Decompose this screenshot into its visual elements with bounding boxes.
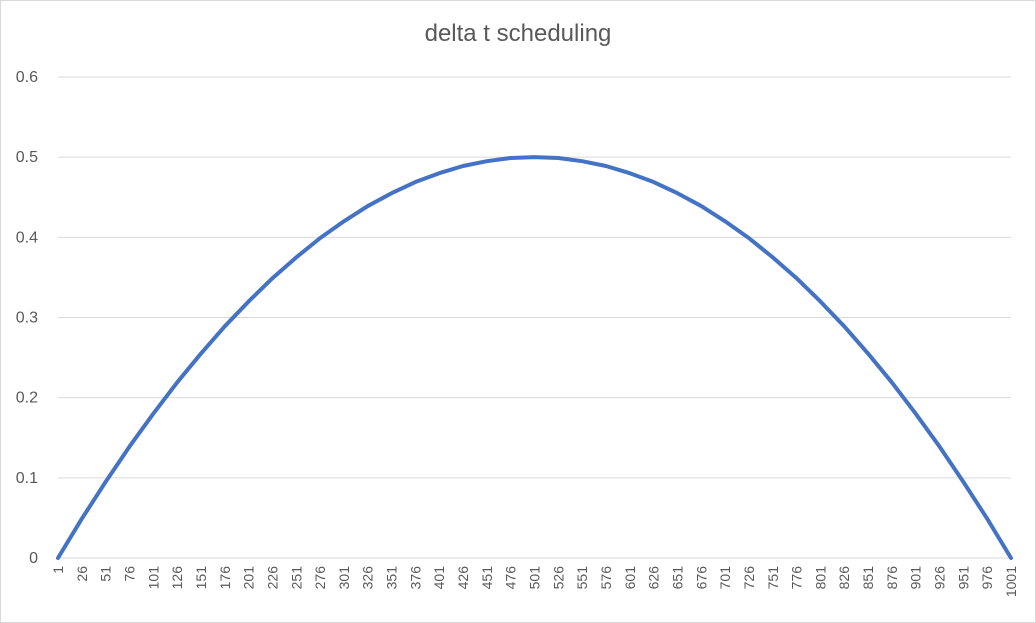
y-axis-ticks: 0 0.1 0.2 0.3 0.4 0.5 0.6 — [16, 69, 38, 567]
x-tick-label: 326 — [360, 566, 376, 590]
data-point — [56, 556, 60, 560]
x-tick-label: 126 — [169, 566, 185, 590]
x-tick-label: 901 — [908, 566, 924, 590]
x-tick-label: 401 — [431, 566, 447, 590]
y-tick-label: 0.5 — [16, 149, 38, 166]
data-point — [318, 236, 322, 240]
data-point — [413, 180, 417, 184]
data-point — [1009, 556, 1013, 560]
x-tick-label: 676 — [693, 566, 709, 590]
x-tick-label: 601 — [622, 566, 638, 590]
x-tick-label: 626 — [646, 566, 662, 590]
y-tick-label: 0.6 — [16, 69, 38, 86]
data-point — [247, 299, 251, 304]
x-axis-ticks: 1 26 51 76 101 126 151 176 201 226 251 276 301 326 351… — [50, 566, 1019, 597]
data-point — [342, 219, 346, 223]
x-tick-label: 501 — [527, 566, 543, 590]
data-point — [937, 444, 942, 449]
data-point — [842, 324, 846, 328]
x-tick-label: 426 — [455, 566, 471, 590]
x-tick-label: 951 — [955, 566, 971, 590]
data-point — [509, 156, 513, 160]
data-point — [532, 155, 537, 159]
data-point — [556, 156, 560, 160]
x-tick-label: 526 — [550, 566, 566, 590]
y-tick-label: 0.2 — [16, 390, 38, 407]
data-point — [771, 255, 775, 259]
data-point — [366, 204, 370, 208]
data-point — [580, 159, 584, 163]
data-point — [437, 171, 441, 175]
x-tick-label: 76 — [121, 566, 137, 582]
x-tick-label: 726 — [741, 566, 757, 590]
x-tick-label: 176 — [217, 566, 233, 590]
data-point — [151, 412, 155, 416]
series-layer — [56, 155, 1013, 560]
data-point — [747, 236, 751, 240]
data-point — [485, 159, 489, 163]
data-point — [890, 380, 894, 385]
x-tick-label: 476 — [503, 566, 519, 590]
data-point — [127, 444, 132, 449]
data-point — [604, 164, 608, 168]
data-point — [389, 191, 394, 195]
y-tick-label: 0.3 — [16, 310, 38, 327]
x-tick-label: 1001 — [1003, 566, 1019, 597]
x-tick-label: 576 — [598, 566, 614, 590]
data-point — [961, 480, 965, 484]
x-tick-label: 51 — [98, 566, 114, 582]
data-point — [270, 276, 275, 280]
x-tick-label: 351 — [384, 566, 400, 590]
x-tick-label: 801 — [812, 566, 828, 590]
data-point — [223, 324, 227, 328]
data-point — [175, 380, 179, 385]
data-point — [818, 299, 823, 304]
x-tick-label: 276 — [312, 566, 328, 590]
x-tick-label: 301 — [336, 566, 352, 590]
x-tick-label: 1 — [50, 566, 66, 574]
y-tick-label: 0 — [29, 550, 38, 567]
data-point — [199, 351, 203, 356]
data-point — [104, 480, 108, 484]
data-point — [294, 255, 298, 259]
x-tick-label: 701 — [717, 566, 733, 590]
x-tick-label: 451 — [479, 566, 495, 590]
x-tick-label: 151 — [193, 566, 209, 590]
x-tick-label: 926 — [932, 566, 948, 590]
data-point — [652, 180, 656, 184]
x-tick-label: 876 — [884, 566, 900, 590]
x-tick-label: 826 — [836, 566, 852, 590]
gridlines — [58, 76, 1011, 559]
data-point — [675, 191, 680, 195]
data-point — [723, 219, 727, 223]
chart-title: delta t scheduling — [424, 20, 612, 47]
data-point — [914, 412, 918, 416]
x-tick-label: 101 — [145, 566, 161, 590]
x-tick-label: 776 — [789, 566, 805, 590]
data-point — [461, 164, 465, 168]
x-tick-label: 26 — [74, 566, 90, 582]
x-tick-label: 226 — [264, 566, 280, 590]
x-tick-label: 251 — [288, 566, 304, 590]
y-tick-label: 0.4 — [16, 229, 38, 246]
series-line — [56, 155, 1013, 560]
data-point — [699, 204, 703, 208]
data-point — [628, 171, 632, 175]
x-tick-label: 376 — [407, 566, 423, 590]
data-point — [985, 517, 989, 521]
x-tick-label: 551 — [574, 566, 590, 590]
x-tick-label: 201 — [241, 566, 257, 590]
y-tick-label: 0.1 — [16, 470, 38, 487]
data-point — [866, 351, 870, 356]
x-tick-label: 976 — [979, 566, 995, 590]
x-tick-label: 651 — [669, 566, 685, 590]
data-point — [794, 276, 799, 280]
x-tick-label: 851 — [860, 566, 876, 590]
x-tick-label: 751 — [765, 566, 781, 590]
data-point — [80, 517, 84, 521]
